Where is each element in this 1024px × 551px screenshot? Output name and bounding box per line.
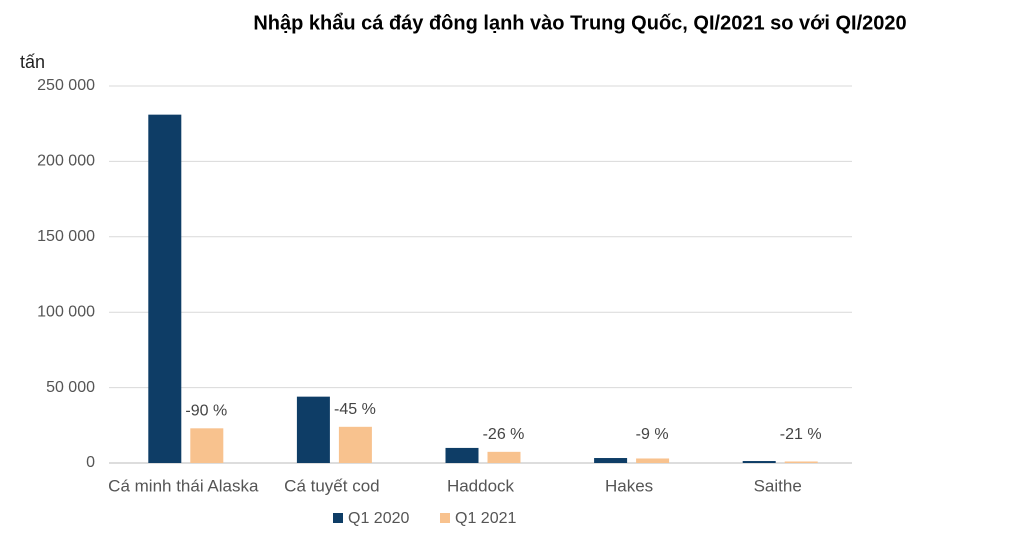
y-tick-label: 0: [86, 454, 95, 471]
x-tick-label: Hakes: [605, 476, 653, 495]
legend-swatch: [333, 513, 343, 523]
bar: [636, 458, 670, 463]
bar: [190, 428, 224, 463]
y-tick-label: 150 000: [37, 228, 95, 245]
annotation: -26 %: [483, 426, 525, 443]
annotation: -90 %: [185, 403, 227, 420]
bar: [742, 461, 776, 463]
annotation: -45 %: [334, 401, 376, 418]
annotation: -9 %: [636, 426, 669, 443]
y-tick-label: 200 000: [37, 153, 95, 170]
bar: [296, 396, 330, 463]
chart-title: Nhập khẩu cá đáy đông lạnh vào Trung Quố…: [253, 12, 906, 34]
bar: [487, 451, 521, 463]
legend-label: Q1 2021: [455, 510, 516, 527]
x-tick-label: Haddock: [447, 476, 515, 495]
bar: [445, 447, 479, 463]
y-tick-label: 250 000: [37, 77, 95, 94]
x-tick-label: Cá minh thái Alaska: [108, 476, 259, 495]
y-tick-label: 50 000: [46, 379, 95, 396]
legend-swatch: [440, 513, 450, 523]
legend-label: Q1 2020: [348, 510, 409, 527]
bar: [594, 458, 628, 463]
x-tick-label: Saithe: [754, 476, 802, 495]
x-tick-label: Cá tuyết cod: [284, 476, 379, 495]
annotation: -21 %: [780, 426, 822, 443]
y-axis-label: tấn: [20, 52, 45, 72]
bar: [338, 426, 372, 463]
y-tick-label: 100 000: [37, 303, 95, 320]
bar: [148, 114, 182, 463]
bar: [784, 461, 818, 463]
